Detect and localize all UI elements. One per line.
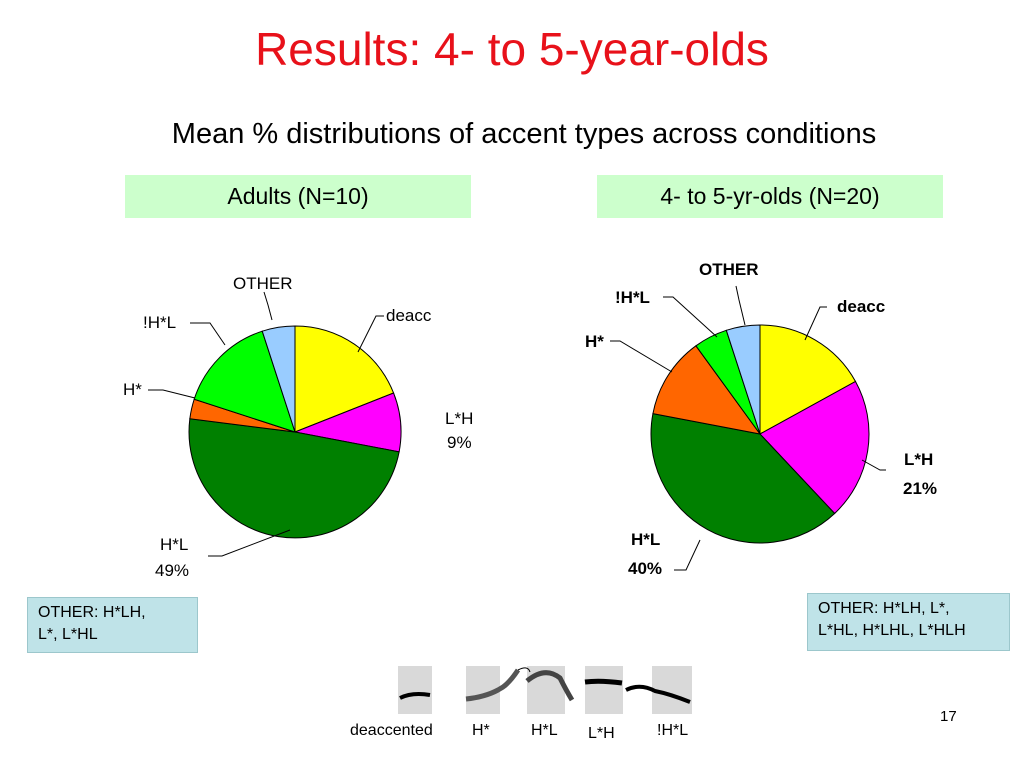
adults-slice-deacc (294, 325, 395, 433)
adults-label-h: H* (123, 380, 142, 399)
adults-slice-h-l (188, 418, 400, 539)
slide-page-number: 17 (940, 708, 957, 725)
contour-label-h-star: H* (472, 722, 490, 739)
adults-note-line-2: L*, L*HL (38, 626, 98, 643)
downstep-h-star-l-contour (625, 684, 691, 704)
kids-other-note: OTHER: H*LH, L*, L*HL, H*LHL, L*HLH (807, 593, 1010, 651)
contour-label-l-star-h: L*H (588, 725, 615, 742)
adults-slice-other (261, 325, 296, 433)
adults-label-dhl: !H*L (143, 313, 177, 332)
deaccented-contour-panel (398, 666, 432, 714)
kids-slice-h (652, 345, 762, 435)
kids-label-lh: L*H (904, 450, 934, 469)
kids-panel-label: 4- to 5-yr-olds (N=20) (597, 175, 943, 218)
kids-label-other: OTHER (699, 260, 759, 279)
adults-panel-label: Adults (N=10) (125, 175, 471, 218)
contour-label-deaccented: deaccented (350, 722, 433, 739)
adults-label-hl: H*L (160, 535, 189, 554)
adults-pie-chart (188, 325, 402, 539)
adults-label-lh: L*H (445, 409, 474, 428)
adults-note-line-1: OTHER: H*LH, (38, 604, 146, 621)
kids-pie-chart (650, 324, 870, 544)
kids-note-line-1: OTHER: H*LH, L*, (818, 600, 950, 617)
deaccented-contour (399, 692, 431, 700)
kids-leader-lines (610, 285, 886, 571)
contour-label-downstep-h-star-l: !H*L (657, 722, 689, 739)
adults-label-hl-pct: 49% (155, 561, 190, 580)
adults-label-deacc: deacc (386, 306, 432, 325)
h-star-l-contour (525, 670, 575, 702)
adults-leader-lines (148, 291, 384, 557)
kids-note-line-2: L*HL, H*LHL, L*HLH (818, 622, 966, 639)
adults-label-other: OTHER (233, 274, 293, 293)
kids-slice-other (725, 324, 761, 435)
kids-slice-h-l (650, 412, 836, 544)
kids-slice-l-h (759, 380, 870, 515)
adults-slice-h-l (193, 330, 296, 433)
h-star-connector (517, 667, 531, 673)
kids-label-lh-pct: 21% (903, 479, 938, 498)
slide-title: Results: 4- to 5-year-olds (255, 23, 769, 75)
kids-label-hl-pct: 40% (628, 559, 663, 578)
kids-label-hl: H*L (631, 530, 661, 549)
adults-other-note: OTHER: H*LH, L*, L*HL (27, 597, 198, 653)
kids-label-deacc: deacc (837, 297, 886, 316)
kids-label-h: H* (585, 332, 604, 351)
kids-slice-deacc (759, 324, 857, 435)
h-star-contour (465, 668, 521, 702)
l-star-h-contour (584, 678, 623, 686)
kids-label-dhl: !H*L (615, 288, 650, 307)
slide-subtitle: Mean % distributions of accent types acr… (171, 118, 877, 150)
adults-label-lh-pct: 9% (447, 433, 472, 452)
l-star-h-contour-panel (585, 666, 623, 714)
contour-label-h-star-l: H*L (531, 722, 558, 739)
